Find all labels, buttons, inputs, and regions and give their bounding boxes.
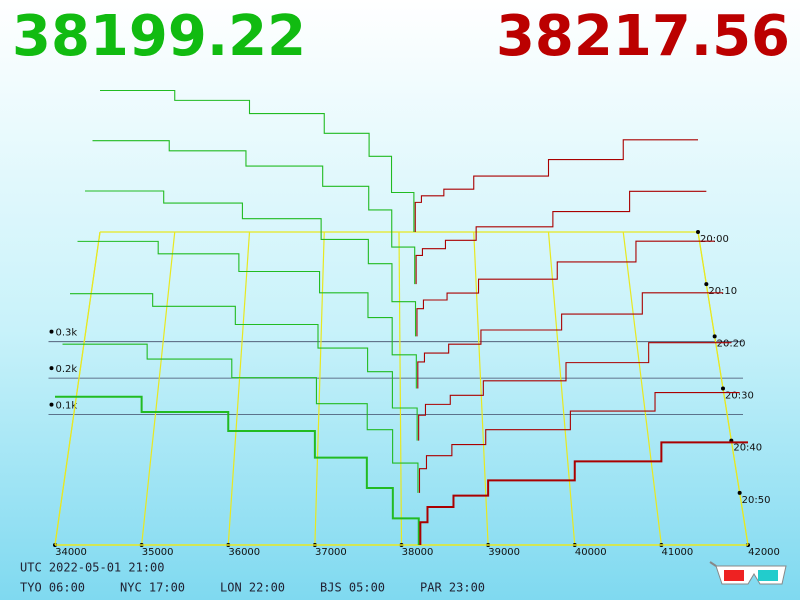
time-label: 20:50 bbox=[742, 495, 771, 506]
tick-dot bbox=[712, 334, 717, 339]
bid-depth-line bbox=[92, 140, 416, 285]
bid-depth-line bbox=[70, 293, 418, 441]
y-tick-label: 0.1k bbox=[56, 401, 78, 412]
tick-dot bbox=[704, 282, 709, 287]
x-tick-label: 34000 bbox=[55, 547, 87, 558]
tick-dot bbox=[49, 329, 54, 334]
x-tick-label: 42000 bbox=[748, 547, 780, 558]
x-tick-label: 35000 bbox=[142, 547, 174, 558]
bid-price: 38199.22 bbox=[12, 4, 306, 69]
time-label: 20:10 bbox=[708, 286, 737, 297]
ask-depth-line bbox=[418, 342, 732, 441]
3d-glasses-icon bbox=[709, 561, 787, 585]
clocks: TYO 06:00 NYC 17:00 LON 22:00 BJS 05:00 PAR … bbox=[20, 581, 485, 595]
tick-dot bbox=[49, 366, 54, 371]
ask-depth-line bbox=[416, 240, 715, 337]
utc-time: UTC 2022-05-01 21:00 bbox=[20, 561, 165, 575]
time-label: 20:40 bbox=[733, 443, 762, 454]
tick-dot bbox=[737, 490, 742, 495]
grid-line bbox=[473, 231, 489, 546]
y-tick-label: 0.2k bbox=[56, 364, 78, 375]
x-tick-label: 39000 bbox=[488, 547, 520, 558]
grid-line bbox=[398, 231, 403, 546]
clock-label: BJS 05:00 bbox=[320, 581, 385, 595]
grid-line bbox=[547, 231, 576, 546]
grid-line bbox=[314, 231, 325, 546]
time-label: 20:30 bbox=[725, 391, 754, 402]
ask-depth-line bbox=[414, 139, 698, 232]
tick-dot bbox=[696, 230, 700, 234]
clock-label: NYC 17:00 bbox=[120, 581, 185, 595]
grid-line bbox=[227, 231, 251, 546]
x-tick-label: 41000 bbox=[661, 547, 693, 558]
x-tick-label: 40000 bbox=[575, 547, 607, 558]
grid-line bbox=[622, 231, 662, 546]
tick-dot bbox=[49, 402, 54, 407]
ask-depth-line bbox=[418, 391, 740, 493]
time-label: 20:20 bbox=[717, 338, 746, 349]
grid-line bbox=[141, 231, 176, 546]
bid-depth-line bbox=[85, 190, 417, 337]
bid-depth-line bbox=[62, 343, 419, 493]
bid-depth-line bbox=[77, 240, 417, 389]
clock-label: TYO 06:00 bbox=[20, 581, 85, 595]
x-tick-label: 37000 bbox=[315, 547, 347, 558]
axis-line bbox=[54, 231, 101, 546]
ask-price: 38217.56 bbox=[496, 4, 790, 69]
time-label: 20:00 bbox=[700, 234, 729, 245]
ask-depth-line bbox=[417, 292, 723, 389]
x-tick-label: 36000 bbox=[228, 547, 260, 558]
ask-depth-line bbox=[415, 190, 707, 285]
tick-dot bbox=[721, 386, 725, 391]
clock-label: LON 22:00 bbox=[220, 581, 285, 595]
ask-depth-line bbox=[419, 441, 748, 545]
plot: 0.1k 0.2k 0.3k 34000 35000 36000 37000 38000 390… bbox=[48, 89, 780, 558]
bid-depth-line bbox=[100, 89, 415, 232]
y-tick-label: 0.3k bbox=[56, 328, 78, 339]
clock-label: PAR 23:00 bbox=[420, 581, 485, 595]
bid-depth-line bbox=[55, 395, 420, 545]
x-tick-label: 38000 bbox=[402, 547, 434, 558]
